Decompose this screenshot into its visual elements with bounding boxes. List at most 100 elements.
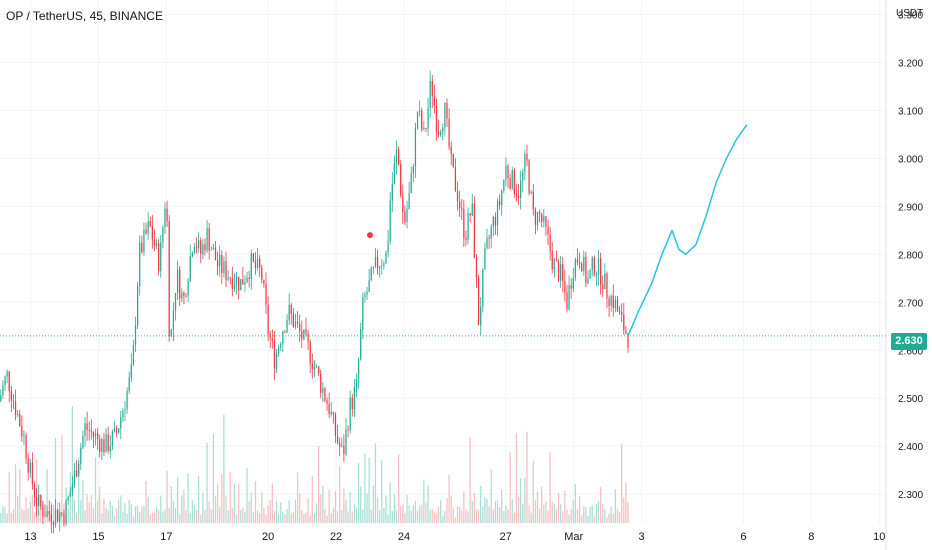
volume-bar bbox=[166, 471, 168, 523]
volume-bar bbox=[212, 434, 215, 523]
candle-body bbox=[8, 371, 10, 392]
price-tick-label: 2.900 bbox=[898, 202, 923, 213]
volume-bar bbox=[88, 502, 90, 523]
price-tick-label: 3.000 bbox=[898, 154, 923, 165]
projection-path[interactable] bbox=[627, 124, 748, 337]
volume-bar bbox=[623, 497, 625, 523]
volume-bar bbox=[80, 500, 82, 523]
candle-body bbox=[179, 269, 181, 299]
volume-bar bbox=[244, 512, 246, 523]
candle-body bbox=[80, 447, 82, 464]
candle-body bbox=[509, 178, 511, 189]
candle-body bbox=[126, 391, 128, 410]
candle-body bbox=[160, 242, 162, 272]
candle-body bbox=[414, 128, 417, 167]
volume-bar bbox=[206, 442, 208, 523]
volume-bar bbox=[581, 515, 583, 523]
volume-bar bbox=[524, 477, 526, 523]
volume-bar bbox=[219, 507, 221, 523]
volume-bar bbox=[92, 507, 95, 523]
volume-bar bbox=[511, 499, 513, 523]
candle-body bbox=[621, 311, 623, 315]
price-tick-label: 2.700 bbox=[898, 298, 923, 309]
candle-body bbox=[357, 359, 360, 380]
time-tick-label: 6 bbox=[740, 531, 746, 543]
candle-body bbox=[75, 470, 78, 477]
candle-body bbox=[122, 410, 124, 418]
time-tick-label: 17 bbox=[160, 531, 172, 543]
signal-marker bbox=[367, 232, 374, 239]
candle-body bbox=[492, 216, 494, 227]
candle-body bbox=[515, 193, 518, 196]
candle-body bbox=[429, 81, 431, 109]
candle-body bbox=[385, 252, 387, 264]
volume-bar bbox=[105, 507, 107, 523]
candle-body bbox=[326, 400, 328, 404]
candle-body bbox=[456, 190, 459, 202]
candle-body bbox=[294, 321, 297, 328]
volume-bar bbox=[597, 501, 600, 523]
volume-bar bbox=[412, 504, 414, 523]
volume-bar bbox=[164, 509, 166, 523]
volume-bar bbox=[494, 501, 497, 523]
volume-bar bbox=[96, 500, 99, 523]
candle-body bbox=[174, 292, 177, 311]
candle-body bbox=[351, 397, 353, 409]
candle-body bbox=[600, 258, 602, 285]
candle-body bbox=[238, 276, 240, 291]
candle-body bbox=[425, 127, 427, 129]
volume-bar bbox=[252, 511, 255, 523]
volume-bar bbox=[374, 443, 377, 523]
volume-bar bbox=[625, 482, 627, 523]
candle-body bbox=[35, 497, 38, 507]
candle-body bbox=[158, 243, 160, 272]
candle-body bbox=[410, 173, 412, 193]
volume-bar bbox=[513, 512, 515, 523]
volume-bar bbox=[419, 505, 421, 523]
candle-body bbox=[54, 509, 57, 525]
candle-body bbox=[610, 295, 612, 306]
candle-body bbox=[484, 248, 486, 270]
volume-bar bbox=[145, 480, 147, 523]
candle-body bbox=[200, 240, 202, 254]
volume-bar bbox=[410, 510, 412, 523]
candle-body bbox=[46, 510, 48, 517]
candle-body bbox=[296, 321, 299, 324]
candle-body bbox=[235, 276, 238, 285]
volume-bar bbox=[353, 504, 356, 523]
candle-body bbox=[368, 279, 370, 292]
volume-bar bbox=[216, 484, 219, 523]
candle-body bbox=[23, 435, 25, 437]
candle-body bbox=[307, 333, 309, 342]
volume-bar bbox=[301, 510, 303, 523]
volume-bar bbox=[368, 457, 370, 523]
candle-body bbox=[597, 258, 600, 275]
candle-body bbox=[90, 431, 92, 433]
volume-bar bbox=[179, 513, 181, 523]
candle-body bbox=[511, 170, 513, 189]
volume-bar bbox=[94, 457, 97, 523]
volume-bar bbox=[604, 509, 606, 523]
candle-body bbox=[467, 213, 469, 240]
candle-body bbox=[381, 265, 383, 267]
candle-body bbox=[437, 131, 440, 136]
volume-bar bbox=[235, 514, 238, 523]
volume-bar bbox=[583, 506, 585, 523]
volume-bar bbox=[288, 500, 290, 523]
candle-body bbox=[389, 200, 391, 242]
time-tick-label: 24 bbox=[398, 531, 410, 543]
candle-body bbox=[111, 431, 113, 447]
candle-body bbox=[88, 430, 90, 432]
volume-bar bbox=[336, 511, 339, 523]
candle-body bbox=[155, 243, 158, 246]
candle-body bbox=[595, 274, 598, 276]
volume-bar bbox=[174, 507, 177, 523]
candle-body bbox=[109, 446, 111, 452]
volume-bar bbox=[170, 486, 172, 523]
volume-bar bbox=[141, 506, 143, 523]
candle-body bbox=[372, 266, 374, 269]
candle-body bbox=[440, 131, 442, 136]
volume-bar bbox=[530, 512, 532, 523]
candle-layer bbox=[0, 70, 629, 534]
